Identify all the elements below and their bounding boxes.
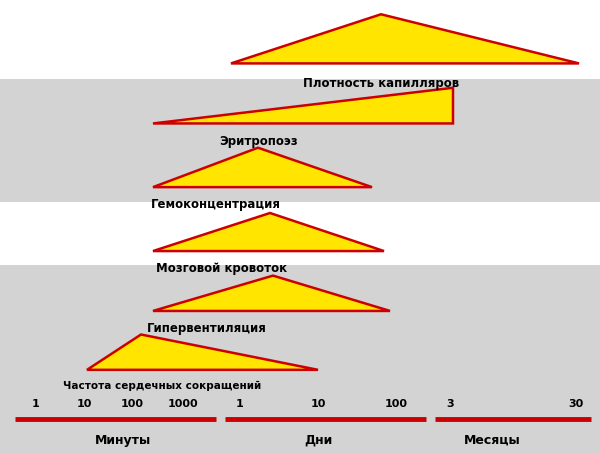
Text: Гемоконцентрация: Гемоконцентрация <box>151 198 281 212</box>
Bar <box>0 383 600 453</box>
Polygon shape <box>153 213 384 251</box>
Bar <box>0 202 600 265</box>
Polygon shape <box>231 14 579 63</box>
Text: 100: 100 <box>385 399 407 409</box>
Text: Минуты: Минуты <box>95 434 151 447</box>
Text: 1: 1 <box>32 399 40 409</box>
Text: 10: 10 <box>76 399 92 409</box>
Text: Гипервентиляция: Гипервентиляция <box>147 322 267 335</box>
Text: 30: 30 <box>568 399 584 409</box>
Text: 3: 3 <box>446 399 454 409</box>
Polygon shape <box>87 334 318 370</box>
Text: 100: 100 <box>121 399 143 409</box>
Polygon shape <box>153 148 372 187</box>
Bar <box>0 79 600 202</box>
Text: Эритропоэз: Эритропоэз <box>218 135 298 148</box>
Text: Месяцы: Месяцы <box>464 434 520 447</box>
Text: 1: 1 <box>236 399 244 409</box>
Text: 10: 10 <box>310 399 326 409</box>
Bar <box>0 0 600 79</box>
Bar <box>0 265 600 383</box>
Text: Частота сердечных сокращений: Частота сердечных сокращений <box>63 381 261 391</box>
Polygon shape <box>153 88 453 124</box>
Polygon shape <box>153 275 390 311</box>
Text: Плотность капилляров: Плотность капилляров <box>303 77 459 90</box>
Text: 1000: 1000 <box>167 399 199 409</box>
Text: Мозговой кровоток: Мозговой кровоток <box>157 262 287 275</box>
Text: Дни: Дни <box>304 434 332 447</box>
